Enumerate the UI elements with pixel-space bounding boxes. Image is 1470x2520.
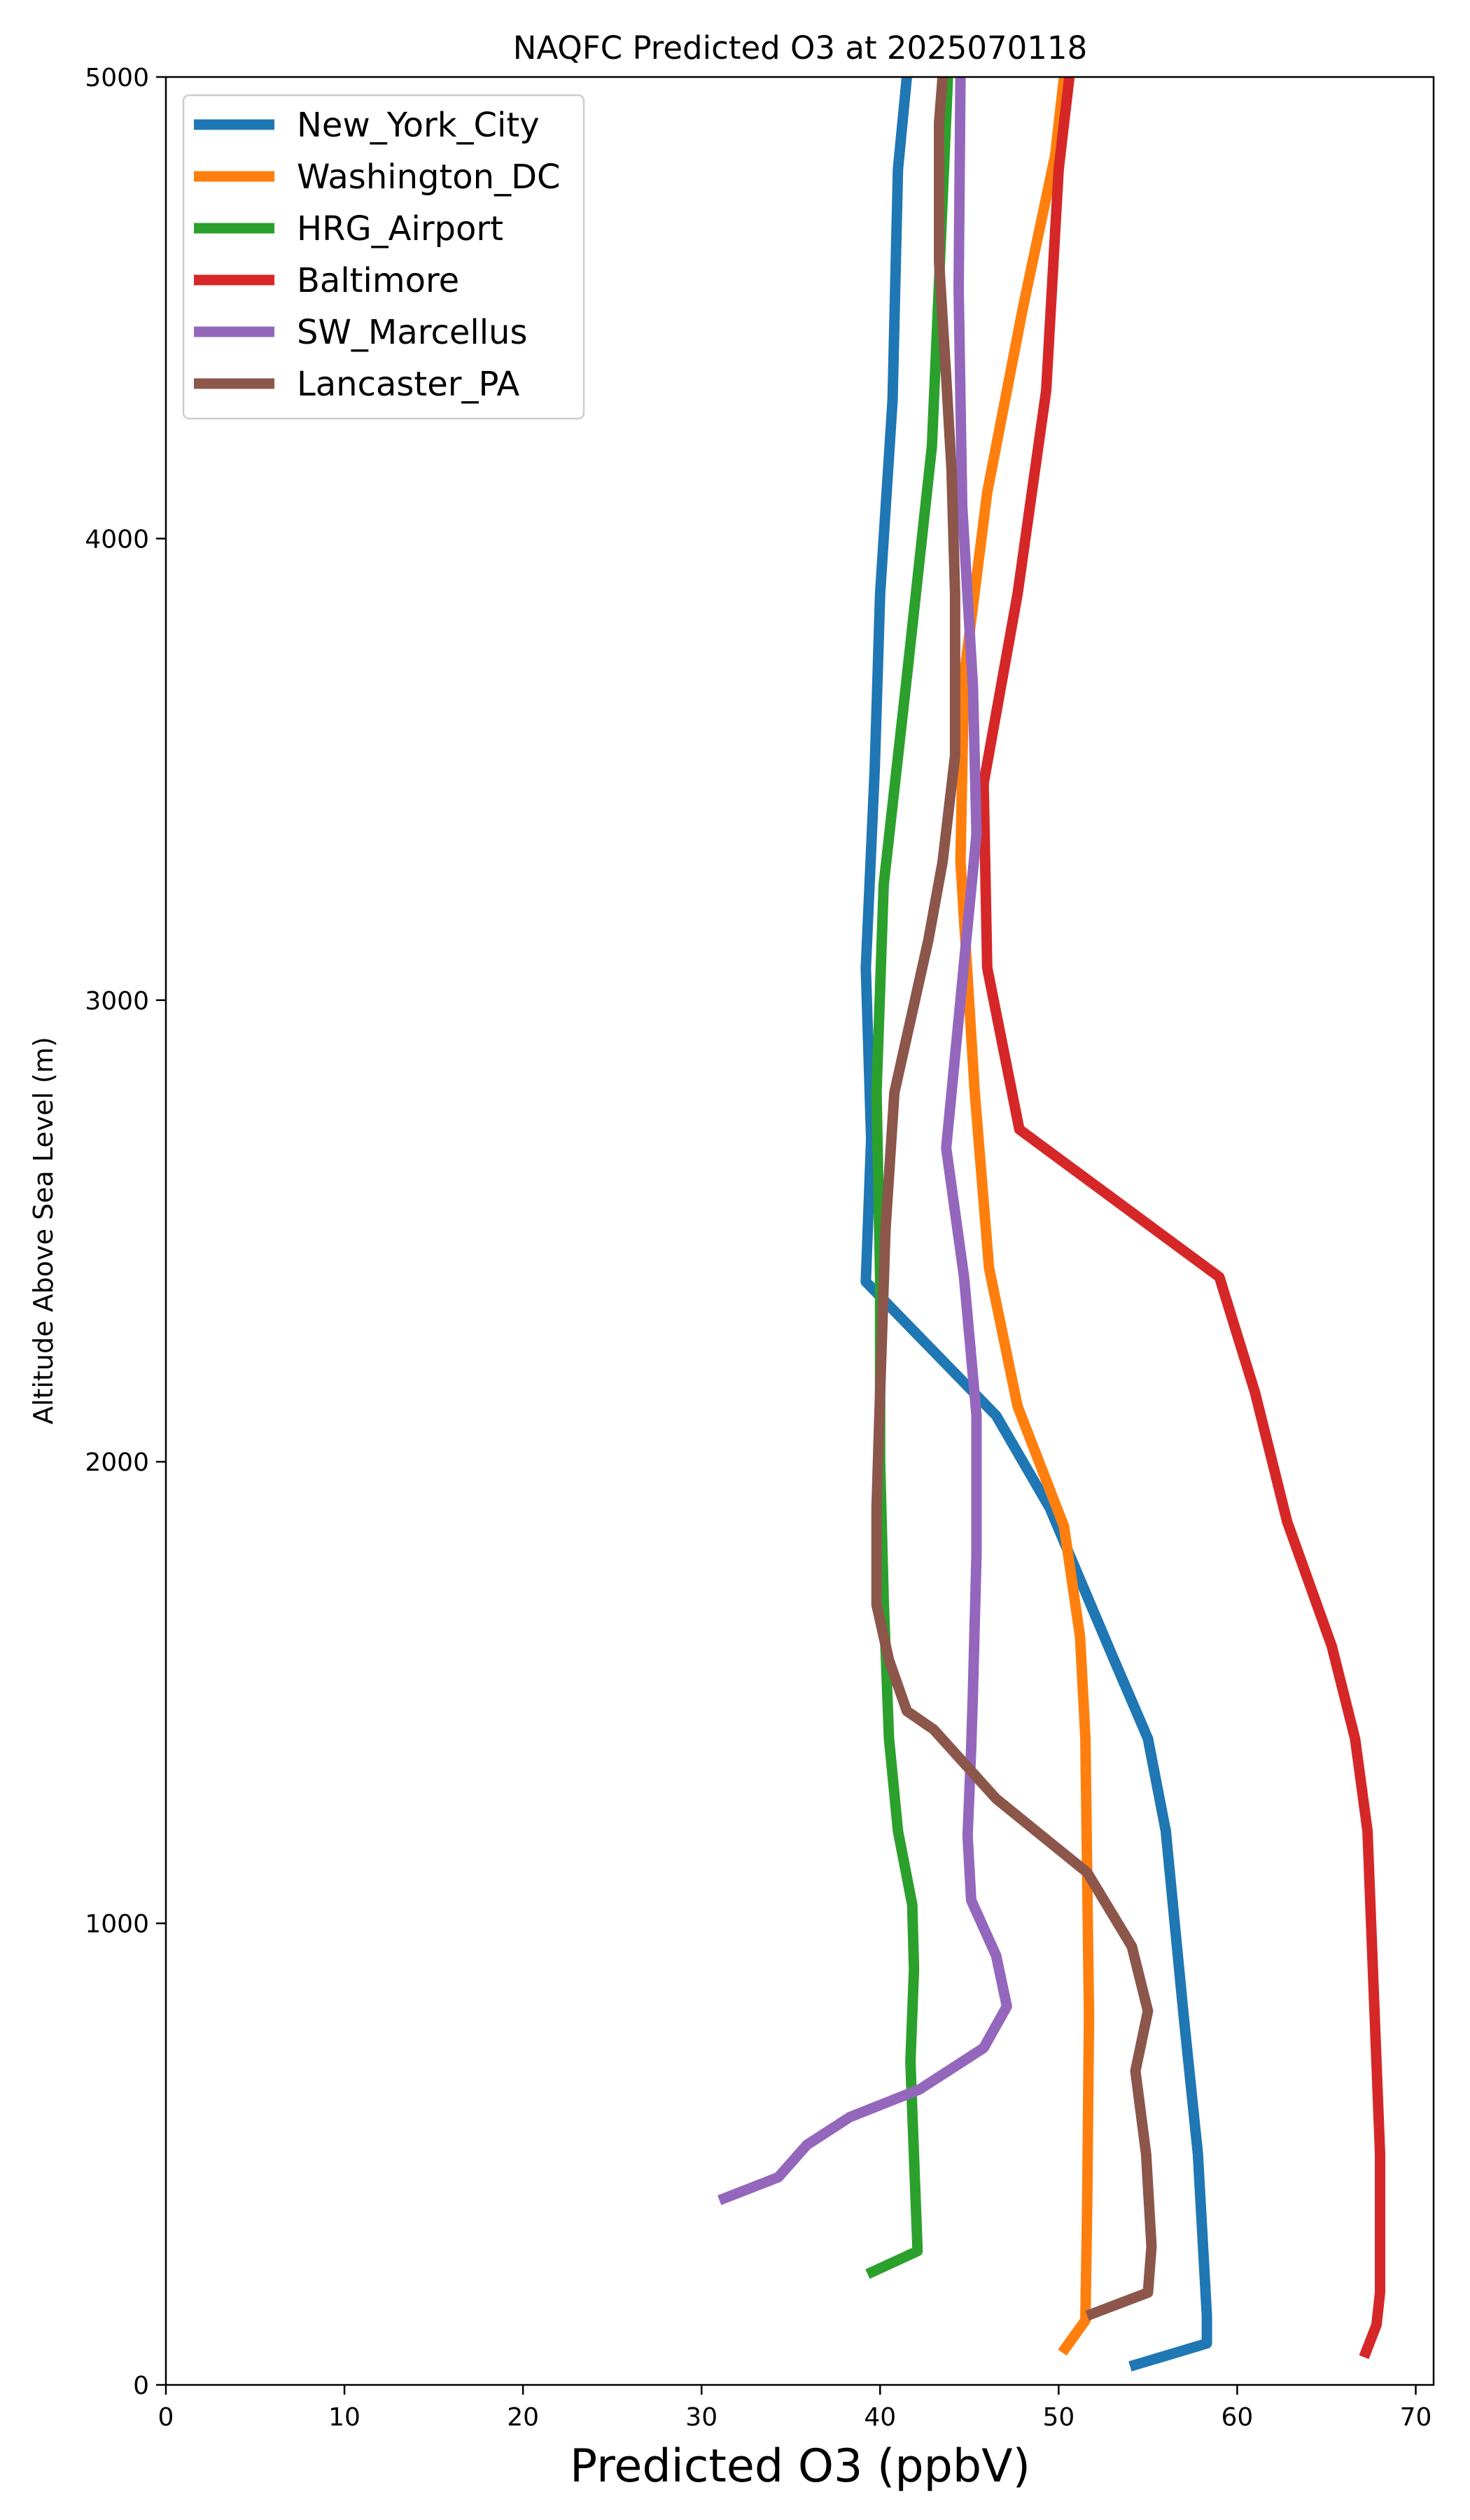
legend-label-sw-marcellus: SW_Marcellus	[297, 313, 527, 352]
x-tick-label: 40	[864, 2403, 896, 2432]
x-tick-label: 30	[685, 2403, 718, 2432]
x-tick-label: 70	[1400, 2403, 1432, 2432]
x-tick-label: 20	[507, 2403, 539, 2432]
x-axis-label: Predicted O3 (ppbV)	[570, 2440, 1030, 2493]
x-tick-label: 50	[1042, 2403, 1074, 2432]
legend-label-new-york-city: New_York_City	[297, 106, 540, 145]
x-tick-label: 10	[328, 2403, 360, 2432]
series-line-sw-marcellus	[717, 76, 1012, 2206]
series-line-baltimore	[978, 76, 1385, 2360]
x-tick-label: 60	[1222, 2403, 1254, 2432]
x-tick-label: 0	[158, 2403, 174, 2432]
series-layer	[717, 76, 1385, 2372]
y-tick-label: 4000	[85, 525, 149, 554]
legend-box	[182, 94, 585, 420]
series-line-new-york-city	[860, 76, 1212, 2372]
legend-label-washington-dc: Washington_DC	[297, 158, 561, 197]
series-line-hrg-airport	[865, 76, 953, 2279]
legend-label-baltimore: Baltimore	[297, 261, 459, 300]
y-tick-label: 2000	[85, 1448, 149, 1477]
y-tick-label: 0	[133, 2372, 149, 2400]
plot-frame	[164, 76, 1435, 2386]
y-tick-label: 5000	[85, 64, 149, 92]
legend-label-hrg-airport: HRG_Airport	[297, 209, 503, 248]
x-axis: 0 10 20 30 40 50 60 70	[158, 2385, 1432, 2432]
y-tick-label: 1000	[85, 1910, 149, 1939]
chart-title: NAQFC Predicted O3 at 2025070118	[513, 29, 1087, 66]
legend: New_York_City Washington_DC HRG_Airport Bal…	[182, 94, 585, 420]
y-tick-label: 3000	[85, 987, 149, 1016]
series-line-washington-dc	[955, 76, 1095, 2356]
y-axis-label: Altitude Above Sea Level (m)	[28, 1037, 59, 1424]
legend-label-lancaster-pa: Lancaster_PA	[297, 365, 519, 404]
y-axis: 0 1000 2000 3000 4000 5000	[85, 64, 166, 2400]
series-line-lancaster-pa	[871, 76, 1157, 2321]
